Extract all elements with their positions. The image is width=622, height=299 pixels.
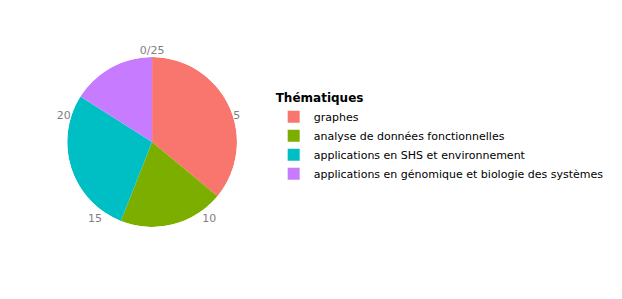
svg-text:applications en génomique et b: applications en génomique et biologie de… — [314, 168, 604, 181]
svg-text:20: 20 — [57, 109, 71, 122]
svg-text:Thématiques: Thématiques — [276, 91, 364, 105]
svg-text:15: 15 — [88, 212, 102, 225]
svg-text:graphes: graphes — [314, 111, 359, 124]
svg-text:0/25: 0/25 — [140, 44, 165, 57]
svg-text:applications en SHS et environ: applications en SHS et environnement — [314, 149, 526, 162]
svg-text:analyse de données fonctionnel: analyse de données fonctionnelles — [314, 130, 505, 143]
svg-text:5: 5 — [233, 109, 240, 122]
svg-text:10: 10 — [202, 212, 216, 225]
